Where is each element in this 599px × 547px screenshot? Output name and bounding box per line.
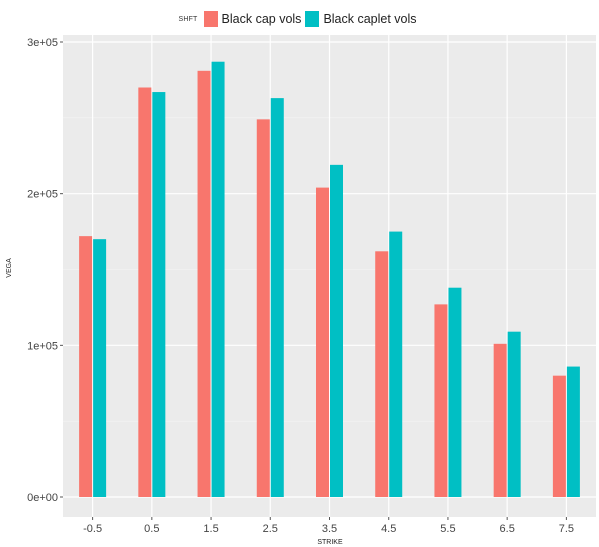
bar-cap--0.5 (79, 236, 93, 497)
x-tick-label: 0.5 (144, 523, 159, 535)
legend-label-caplet: Black caplet vols (323, 12, 417, 26)
legend-label-cap: Black cap vols (221, 12, 302, 26)
grid-major (63, 35, 596, 517)
y-tick-label: 2e+05 (27, 189, 58, 201)
bar-cap-6.5 (493, 343, 507, 497)
bar-caplet--0.5 (93, 239, 107, 497)
x-tick-label: 6.5 (500, 523, 515, 535)
bar-cap-7.5 (552, 375, 566, 497)
legend: SHFT Black cap vols Black caplet vols (0, 8, 599, 30)
y-axis-title: VEGA (6, 258, 13, 278)
x-tick-label: 2.5 (263, 523, 278, 535)
x-tick-label: 5.5 (440, 523, 455, 535)
x-tick-label: 1.5 (203, 523, 218, 535)
bar-caplet-0.5 (152, 92, 166, 498)
x-tick-label: 3.5 (322, 523, 337, 535)
bar-cap-4.5 (375, 251, 389, 497)
x-tick-label: 7.5 (559, 523, 574, 535)
x-axis: -0.5 0.5 1.5 2.5 3.5 4.5 5.5 6.5 7.5 (83, 517, 574, 535)
y-tick-label: 3e+05 (27, 37, 58, 49)
legend-item-caplet: Black caplet vols (305, 11, 417, 27)
y-axis: 0e+00 1e+05 2e+05 3e+05 (27, 37, 63, 504)
bar-cap-0.5 (138, 87, 152, 497)
bar-cap-2.5 (256, 119, 270, 497)
bar-caplet-7.5 (566, 366, 580, 497)
bar-caplet-2.5 (270, 98, 284, 497)
y-tick-label: 1e+05 (27, 340, 58, 352)
bar-caplet-6.5 (507, 331, 521, 497)
legend-swatch-cap (203, 11, 218, 27)
bar-caplet-5.5 (448, 287, 462, 497)
bar-cap-1.5 (197, 70, 211, 498)
bar-cap-3.5 (316, 187, 329, 497)
x-tick-label: 4.5 (381, 523, 396, 535)
legend-item-cap: Black cap vols (203, 11, 302, 27)
bar-cap-5.5 (434, 304, 448, 497)
legend-swatch-caplet (305, 11, 320, 27)
bar-caplet-3.5 (330, 164, 343, 497)
bars (79, 61, 580, 498)
bar-caplet-1.5 (211, 61, 225, 497)
bar-caplet-4.5 (389, 231, 403, 498)
x-tick-label: -0.5 (83, 523, 102, 535)
legend-title: SHFT (178, 15, 198, 23)
x-axis-title: STRIKE (317, 539, 343, 546)
y-tick-label: 0e+00 (27, 492, 58, 504)
